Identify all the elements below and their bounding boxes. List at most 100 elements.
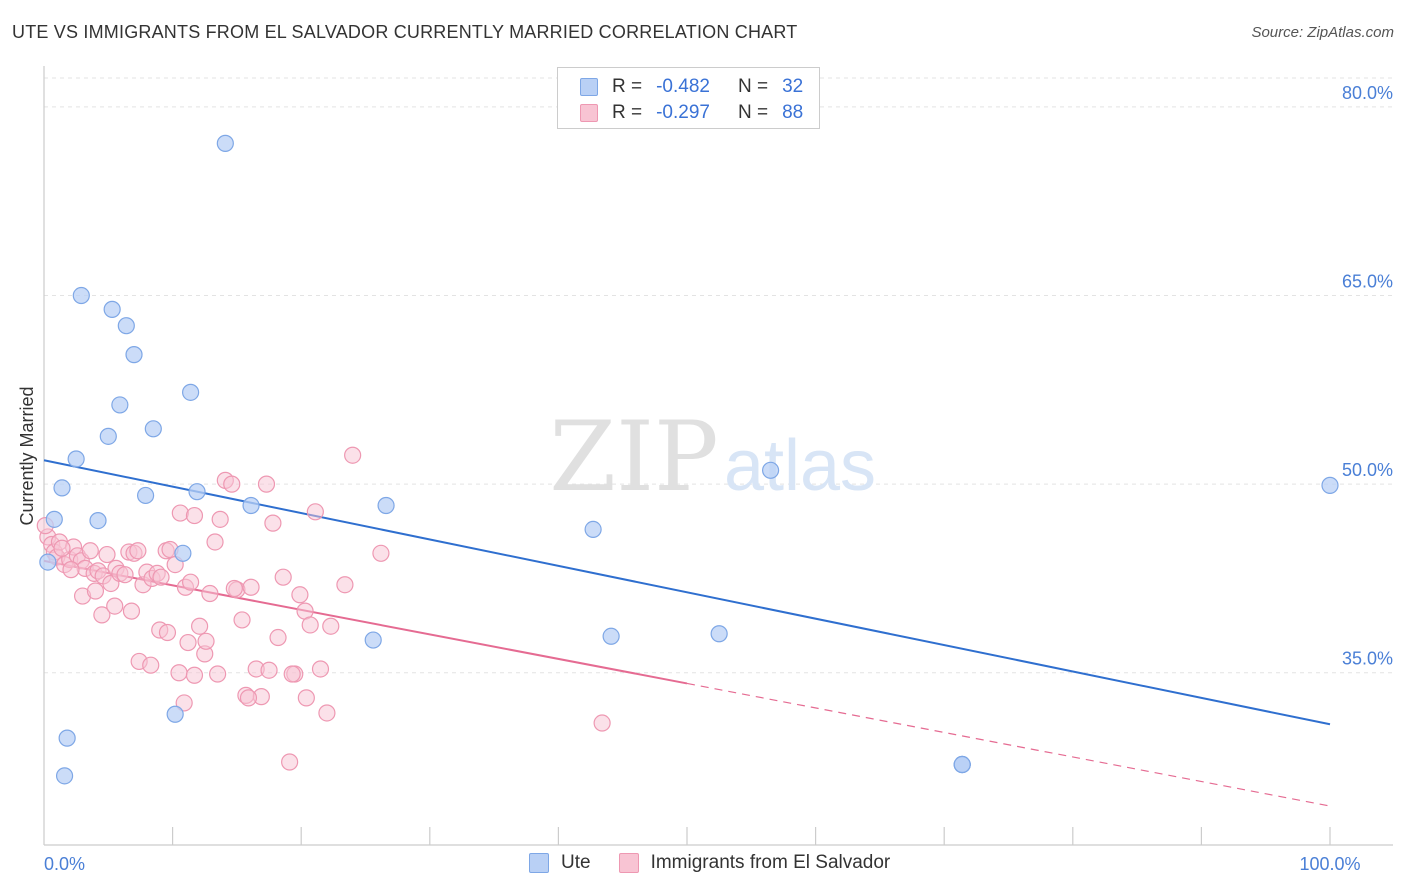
salvador-points bbox=[36, 446, 611, 771]
y-tick-label: 65.0% bbox=[1342, 272, 1393, 292]
x-tick-label: 0.0% bbox=[44, 854, 85, 874]
salvador-point bbox=[283, 665, 301, 683]
salvador-point bbox=[116, 566, 134, 584]
salvador-point bbox=[306, 503, 324, 521]
salvador-point bbox=[171, 504, 189, 522]
y-tick-label: 50.0% bbox=[1342, 460, 1393, 480]
salvador-point bbox=[274, 568, 292, 586]
series-legend-ute[interactable]: Ute bbox=[529, 852, 591, 874]
salvador-point bbox=[197, 632, 215, 650]
series-legend-salvador[interactable]: Immigrants from El Salvador bbox=[618, 852, 891, 874]
salvador-point bbox=[62, 561, 80, 579]
watermark-atlas: atlas bbox=[724, 426, 876, 506]
salvador-point bbox=[185, 506, 204, 525]
series-legend-salvador-label: Immigrants from El Salvador bbox=[650, 852, 891, 873]
salvador-point bbox=[318, 704, 336, 722]
legend-n-label: N = bbox=[737, 76, 769, 97]
ute-points bbox=[39, 134, 1339, 785]
ute-point bbox=[125, 346, 143, 364]
salvador-point bbox=[81, 542, 99, 560]
salvador-point bbox=[182, 573, 200, 591]
salvador-point bbox=[209, 665, 227, 683]
tick-labels: 35.0% 50.0% 65.0% 80.0% 0.0% 100.0% bbox=[44, 83, 1393, 874]
legend-r-value: -0.297 bbox=[656, 102, 710, 123]
salvador-point bbox=[175, 694, 193, 712]
ute-point bbox=[761, 461, 780, 479]
series-legend-ute-label: Ute bbox=[561, 852, 591, 873]
ute-point bbox=[55, 767, 74, 785]
ute-point bbox=[166, 705, 184, 723]
ute-point bbox=[99, 427, 117, 445]
legend-n-label: N = bbox=[737, 102, 769, 123]
legend-r-label: R = bbox=[612, 102, 643, 123]
salvador-point bbox=[206, 533, 224, 551]
ute-point bbox=[67, 450, 85, 468]
y-tick-label: 80.0% bbox=[1342, 83, 1393, 103]
ute-point bbox=[953, 755, 971, 774]
legend-n-value: 88 bbox=[782, 102, 804, 123]
salvador-point bbox=[152, 568, 170, 586]
salvador-point bbox=[170, 664, 188, 682]
salvador-point bbox=[260, 661, 278, 679]
source-credit: Source: ZipAtlas.com bbox=[1251, 24, 1394, 41]
salvador-point bbox=[122, 602, 141, 620]
legend-row-salvador: R = -0.297 N = 88 bbox=[580, 101, 803, 125]
salvador-point bbox=[311, 660, 330, 678]
ute-swatch-icon bbox=[580, 78, 598, 96]
ute-point bbox=[182, 383, 200, 401]
legend-r-label: R = bbox=[612, 76, 643, 97]
salvador-point bbox=[53, 539, 71, 557]
salvador-point bbox=[106, 597, 124, 615]
ute-point bbox=[58, 729, 76, 747]
ute-point bbox=[174, 544, 192, 562]
correlation-legend: R = -0.482 N = 32 R = -0.297 N = 88 bbox=[557, 67, 820, 129]
y-tick-label: 35.0% bbox=[1342, 649, 1393, 669]
salvador-point bbox=[372, 544, 390, 562]
watermark-zip: ZIP bbox=[549, 401, 718, 513]
salvador-point bbox=[185, 666, 204, 684]
ute-point bbox=[117, 317, 135, 335]
salvador-point bbox=[281, 753, 299, 771]
chart-title: UTE VS IMMIGRANTS FROM EL SALVADOR CURRE… bbox=[12, 22, 798, 42]
salvador-point bbox=[264, 514, 282, 532]
legend-row-ute: R = -0.482 N = 32 bbox=[580, 75, 803, 99]
ute-point bbox=[216, 134, 234, 152]
ute-point bbox=[103, 300, 121, 318]
salvador-square-icon bbox=[618, 853, 639, 873]
salvador-point bbox=[98, 545, 116, 564]
ute-point bbox=[89, 511, 107, 530]
ute-point bbox=[188, 483, 206, 501]
salvador-point bbox=[322, 617, 340, 635]
ute-point bbox=[377, 496, 395, 515]
watermark: ZIP atlas bbox=[549, 401, 876, 513]
x-tick-label: 100.0% bbox=[1299, 854, 1360, 874]
salvador-point bbox=[233, 611, 251, 629]
salvador-point bbox=[201, 584, 219, 603]
salvador-point bbox=[291, 586, 309, 604]
y-axis-label: Currently Married bbox=[17, 386, 37, 525]
legend-r-value: -0.482 bbox=[656, 76, 710, 97]
ute-point bbox=[72, 286, 90, 305]
salvador-trend-line-extension bbox=[686, 682, 1331, 807]
salvador-point bbox=[86, 582, 105, 600]
salvador-point bbox=[301, 616, 319, 634]
salvador-point bbox=[336, 576, 354, 594]
salvador-point bbox=[297, 689, 315, 707]
salvador-swatch-icon bbox=[580, 104, 598, 122]
ute-point bbox=[602, 627, 620, 645]
salvador-point bbox=[225, 579, 243, 598]
legend-n-value: 32 bbox=[782, 76, 804, 97]
ute-point bbox=[710, 625, 728, 643]
salvador-point bbox=[593, 714, 611, 732]
series-legend: Ute Immigrants from El Salvador bbox=[529, 852, 918, 874]
salvador-point bbox=[242, 578, 260, 596]
salvador-point bbox=[257, 475, 276, 493]
ute-square-icon bbox=[529, 853, 549, 873]
ute-point bbox=[111, 396, 129, 414]
salvador-point bbox=[191, 617, 209, 635]
salvador-point bbox=[179, 633, 197, 652]
ute-point bbox=[242, 496, 260, 515]
salvador-point bbox=[142, 656, 160, 674]
